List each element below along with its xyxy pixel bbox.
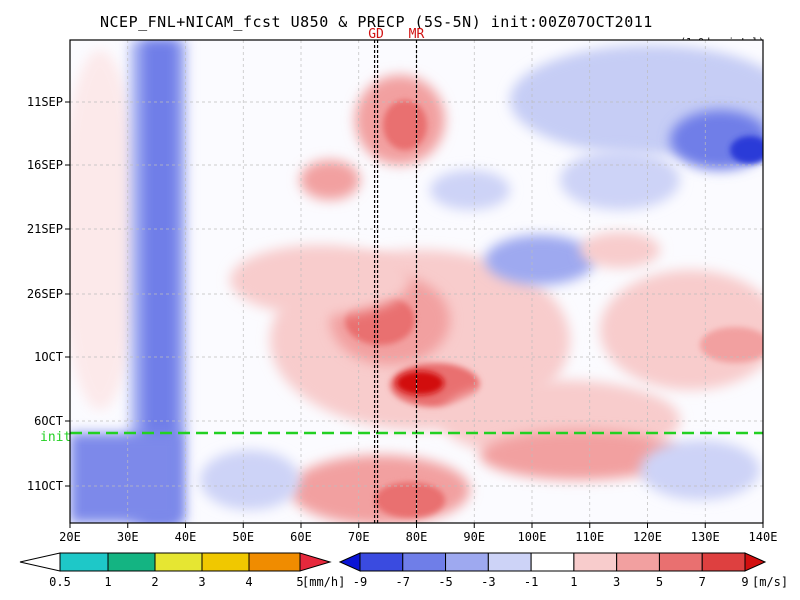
u850-colorbar-box <box>701 552 746 572</box>
weak-westerly-band <box>70 50 140 410</box>
u850-colorbar-box <box>616 552 660 572</box>
forecast-westerly-core <box>375 482 445 518</box>
u850-colorbar-label: 3 <box>613 575 620 589</box>
easterly-east-max <box>730 136 763 164</box>
forecast-easterly-region <box>70 433 180 523</box>
precip-unit: [mm/h] <box>302 575 345 589</box>
u850-colorbar-label: 9 <box>741 575 748 589</box>
forecast-westerly <box>290 455 470 523</box>
easterly-mid-patch <box>485 235 595 285</box>
forecast-westerly-east <box>480 430 680 480</box>
precip-colorbar-box <box>248 552 301 572</box>
x-tick-label: 30E <box>117 530 139 544</box>
westerly-patch-west <box>230 245 410 315</box>
precip-colorbar-box <box>59 552 109 572</box>
westerly-pacific-core <box>700 327 763 363</box>
u850-colorbar-label: -9 <box>353 575 367 589</box>
u850-colorbar-box <box>573 552 618 572</box>
y-tick-label: 11SEP <box>27 95 63 109</box>
x-tick-label: 50E <box>232 530 254 544</box>
y-tick-label: 21SEP <box>27 222 63 236</box>
y-tick-label: 6OCT <box>34 414 63 428</box>
u850-colorbar-box <box>530 552 575 572</box>
x-tick-label: 140E <box>749 530 778 544</box>
precip-colorbar-left-arrow <box>19 552 61 572</box>
marker-label-gd: GD <box>368 27 384 42</box>
y-tick-label: 26SEP <box>27 287 63 301</box>
u850-colorbar-label: 5 <box>656 575 663 589</box>
precip-colorbar-right-arrow <box>299 552 332 572</box>
precip-colorbar: [mm/h] 0.5 1 2 3 4 5 <box>19 552 345 589</box>
y-axis: 11SEP 16SEP 21SEP 26SEP 1OCT 6OCT 11OCT <box>27 95 70 493</box>
x-tick-label: 110E <box>575 530 604 544</box>
precip-colorbar-box <box>201 552 250 572</box>
precip-colorbar-label: 3 <box>198 575 205 589</box>
forecast-easterly-mid <box>200 450 300 510</box>
u850-colorbar-left-arrow <box>338 552 361 572</box>
u850-colorbar-label: -7 <box>396 575 410 589</box>
forecast-easterly-east <box>640 440 760 500</box>
precip-colorbar-box <box>154 552 203 572</box>
u850-field <box>70 40 763 523</box>
u850-colorbar-box <box>359 552 404 572</box>
westerly-max <box>396 371 444 395</box>
easterly-mid-patch-2 <box>430 170 510 210</box>
x-tick-label: 20E <box>59 530 81 544</box>
u850-colorbar-box <box>445 552 489 572</box>
u850-colorbar-right-arrow <box>744 552 767 572</box>
westerly-early-core <box>383 100 427 150</box>
y-tick-label: 11OCT <box>27 479 63 493</box>
precip-colorbar-box <box>107 552 156 572</box>
x-axis: 20E 30E 40E 50E 60E 70E 80E 90E 100E 110E 120E 130E… <box>59 523 777 544</box>
easterly-east-patch <box>560 150 680 210</box>
chart-title: NCEP_FNL+NICAM_fcst U850 & PRECP (5S-5N)… <box>100 13 653 31</box>
u850-colorbar-box <box>487 552 532 572</box>
precip-colorbar-label: 5 <box>296 575 303 589</box>
u850-colorbar-box <box>402 552 447 572</box>
u850-colorbar-label: -5 <box>438 575 452 589</box>
precip-colorbar-label: 1 <box>104 575 111 589</box>
u850-colorbar: [m/s] -9 -7 -5 -3 -1 1 3 5 7 9 <box>338 552 788 589</box>
marker-label-mr: MR <box>409 27 425 42</box>
x-tick-label: 70E <box>348 530 370 544</box>
u850-colorbar-label: 7 <box>699 575 706 589</box>
u850-colorbar-label: 1 <box>570 575 577 589</box>
precip-colorbar-label: 0.5 <box>49 575 71 589</box>
x-tick-label: 120E <box>633 530 662 544</box>
u850-colorbar-label: -1 <box>524 575 538 589</box>
precip-colorbar-label: 4 <box>245 575 252 589</box>
x-tick-label: 60E <box>290 530 312 544</box>
westerly-patch <box>300 160 360 200</box>
x-tick-label: 80E <box>406 530 428 544</box>
y-tick-label: 16SEP <box>27 158 63 172</box>
marker-lines: GD MR <box>368 27 424 523</box>
u850-unit: [m/s] <box>752 575 788 589</box>
u850-colorbar-box <box>658 552 703 572</box>
westerly-pacific-patch <box>580 232 660 268</box>
x-tick-label: 100E <box>518 530 547 544</box>
x-tick-label: 40E <box>175 530 197 544</box>
precip-colorbar-label: 2 <box>151 575 158 589</box>
x-tick-label: 90E <box>463 530 485 544</box>
x-tick-label: 130E <box>691 530 720 544</box>
u850-colorbar-label: -3 <box>481 575 495 589</box>
y-tick-label: 1OCT <box>34 350 63 364</box>
init-label: init <box>40 430 71 445</box>
